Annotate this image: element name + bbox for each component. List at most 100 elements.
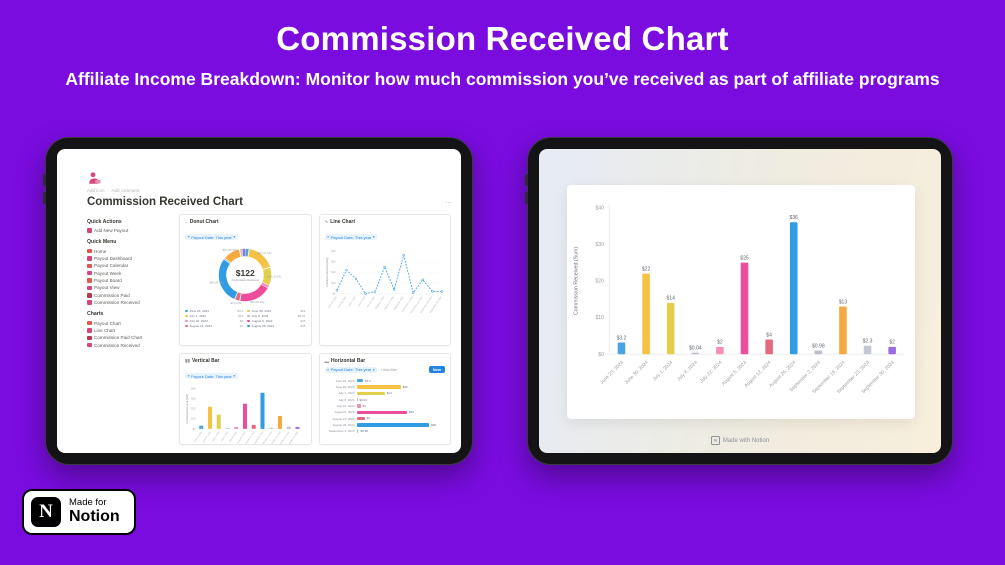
chart-detail-screen: $0 $10 $20 $30 $40 $3.2 June 23, 2024 $22 June 3… [539,149,941,453]
hbar-row: July 8, 2024 $0.04 [338,397,367,402]
page-title: Commission Received Chart [276,20,729,57]
line-chart-icon: ∿ [324,219,329,224]
svg-text:$10: $10 [595,315,604,321]
svg-text:June 23, 2024: June 23, 2024 [328,296,338,309]
new-button[interactable]: New [428,366,445,374]
svg-text:$40: $40 [331,249,336,253]
notion-logo-icon: N [31,497,61,527]
svg-text:July 1, 2024: July 1, 2024 [348,296,357,307]
donut-chart-card: ◔ Donut Chart ≡ Payout Date: This year ▾… [179,214,312,346]
svg-text:$14: $14 [666,296,675,302]
svg-text:$0: $0 [332,292,335,296]
svg-text:$13 (10.4%): $13 (10.4%) [223,248,237,252]
hbar-chart-icon: ▬ [324,358,330,364]
item-icon [87,270,92,276]
charts-heading: Charts [87,311,104,318]
svg-text:July 8, 2024: July 8, 2024 [357,296,366,307]
sidebar-item-commission-paid[interactable]: Commission Paid [87,292,171,299]
hbar-row: August 12, 2024 $4 [332,416,370,421]
sidebar-item-commission-paid-chart[interactable]: Commission Paid Chart [87,334,171,341]
payout-date-filter-chip[interactable]: ≡ Payout Date: This year ▾ [324,366,378,374]
legend-item: July 1, 2024 $14 [185,314,243,318]
svg-text:August 5, 2024: August 5, 2024 [374,295,385,309]
svg-text:June 30, 2024: June 30, 2024 [203,431,213,444]
chevron-down-icon: ▾ [233,374,236,378]
notion-page-title: Commission Received Chart [87,196,243,208]
sidebar-item-payout-week[interactable]: Payout Week [87,270,171,277]
payout-date-filter-chip[interactable]: ≡ Payout Date: This year ▾ [324,233,378,241]
svg-text:$0: $0 [598,352,604,358]
sidebar-item-line-chart[interactable]: Line Chart [87,327,171,334]
commission-bar-chart-card: $0 $10 $20 $30 $40 $3.2 June 23, 2024 $22 June 3… [567,185,915,419]
sidebar-item-commission-received[interactable]: Commission Received [87,342,171,349]
add-comment-button[interactable]: Add comment [111,188,140,193]
item-icon [87,248,92,254]
hbar-row: August 5, 2024 $25 [334,410,414,415]
svg-text:$20: $20 [191,407,196,411]
add-new-payout-button[interactable]: Add New Payout [87,227,171,234]
payout-date-filter-chip[interactable]: ≡ Payout Date: This year ▾ [185,372,238,380]
hbar-row: September 2, 2024 $0.98 [328,429,368,434]
svg-text:$40: $40 [191,387,196,391]
svg-text:Commission Received (Sum): Commission Received (Sum) [574,247,580,315]
sidebar-item-payout-dashboard[interactable]: Payout Dashboard [87,255,171,262]
sidebar-item-home[interactable]: Home [87,247,171,254]
svg-text:Commission Received (Sum): Commission Received (Sum) [187,394,189,424]
chevron-down-icon: ▾ [372,367,375,372]
svg-text:$0.98: $0.98 [812,343,825,349]
svg-text:July 1, 2024: July 1, 2024 [652,360,675,383]
sidebar-item-payout-calendar[interactable]: Payout Calendar [87,262,171,269]
sidebar-item-payout-board[interactable]: Payout Board [87,277,171,284]
item-icon [87,300,92,305]
tablet-right: $0 $10 $20 $30 $40 $3.2 June 23, 2024 $22 June 3… [525,137,953,465]
add-filter-button[interactable]: + Add filter [380,367,398,372]
chevron-down-icon: ▾ [372,235,375,239]
svg-text:$20: $20 [331,270,336,274]
quick-menu-heading: Quick Menu [87,239,117,246]
svg-text:July 8, 2024: July 8, 2024 [676,360,699,383]
payout-date-filter-chip[interactable]: ≡ Payout Date: This year ▾ [185,233,238,241]
item-icon [87,278,92,283]
horizontal-bar-chart-card: ▬ Horizontal Bar ≡ Payout Date: This yea… [318,353,451,445]
filter-icon: ≡ [187,374,190,378]
svg-text:July 1, 2024: July 1, 2024 [212,431,221,442]
volume-button [525,192,528,204]
svg-text:July 8, 2024: July 8, 2024 [221,431,230,442]
add-icon-button[interactable]: Add icon [87,188,105,193]
svg-text:August 5, 2024: August 5, 2024 [721,360,749,388]
svg-text:$20: $20 [595,279,604,285]
svg-text:$36 (28.9%): $36 (28.9%) [210,281,224,285]
svg-text:$22: $22 [642,266,651,272]
more-icon[interactable]: ⋯ [445,200,452,207]
quick-menu-list: Home Payout Dashboard Payout Calendar Payou… [87,247,171,306]
hbar-row: August 26, 2024 $36 [332,422,437,427]
svg-text:June 23, 2024: June 23, 2024 [599,360,625,386]
svg-text:$30: $30 [191,397,196,401]
svg-text:July 22, 2024: July 22, 2024 [699,360,724,385]
sidebar-item-payout-view[interactable]: Payout View [87,284,171,291]
svg-text:$30: $30 [595,242,604,248]
svg-text:July 22, 2024: July 22, 2024 [366,296,376,308]
card-title: Donut Chart [189,219,219,225]
svg-text:$25: $25 [740,255,749,261]
hbar-row: July 22, 2024 $2 [336,403,366,408]
sidebar-item-payout-chart[interactable]: Payout Chart [87,319,171,326]
svg-text:$4: $4 [766,332,772,338]
card-title: Line Chart [330,219,356,225]
item-icon [87,320,92,326]
horizontal-bar-chart: June 23, 2024 $3.2 June 30, 2024 $22 July 1,… [325,378,446,435]
item-icon [87,285,92,291]
sidebar-item-commission-received[interactable]: Commission Received [87,299,171,306]
made-with-notion: N Made with Notion [539,436,941,445]
legend-item: August 12, 2024 $4 [185,324,243,328]
svg-text:August 5, 2024: August 5, 2024 [236,430,247,444]
notion-app-screen: Add icon Add comment Commission Received… [57,149,461,453]
legend-item: August 26, 2024 $36 [247,324,306,328]
made-for-notion-badge[interactable]: N Made for Notion [22,489,136,535]
donut-legend: June 23, 2024 $3.2 June 30, 2024 $22 July 1,… [185,309,306,328]
line-chart: $0 $10 $20 $30 $40 June 23, 2024 June 30, 2024… [327,249,443,314]
svg-text:$3.2: $3.2 [617,335,627,341]
legend-item: July 22, 2024 $2 [185,319,243,323]
svg-text:$22 (17.7%): $22 (17.7%) [258,251,272,255]
filter-icon: ≡ [187,235,190,239]
